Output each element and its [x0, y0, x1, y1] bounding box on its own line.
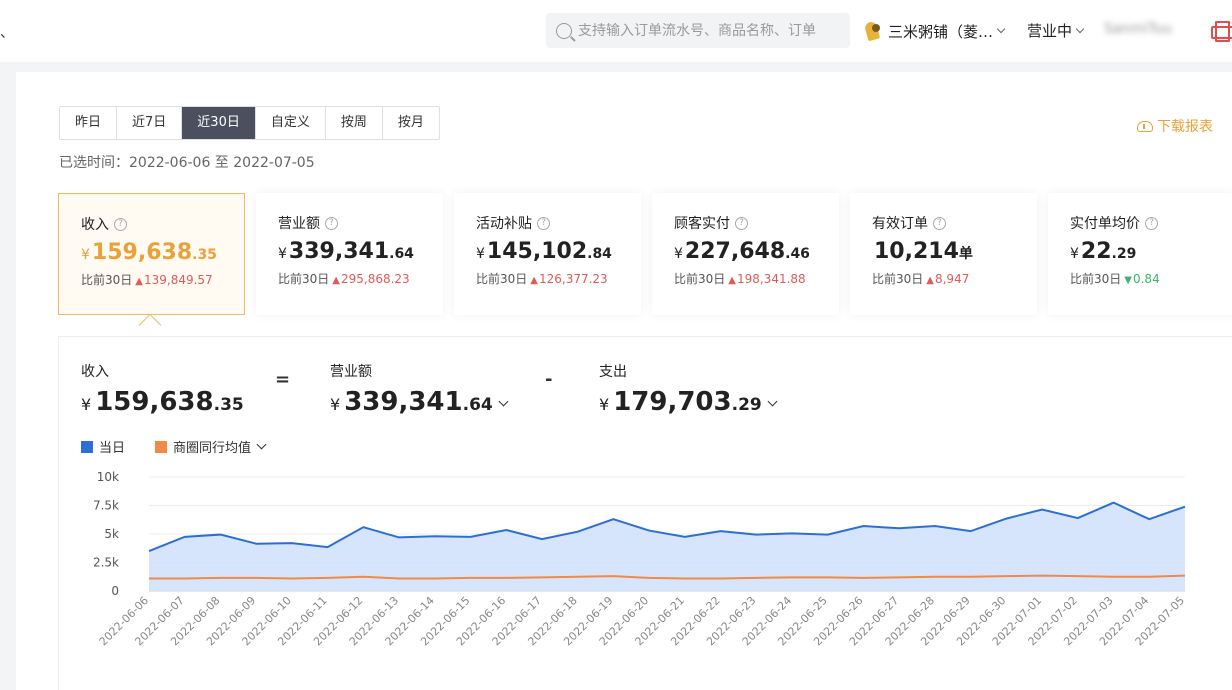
y-tick-label: 2.5k [93, 556, 119, 570]
equals-sign: = [275, 369, 291, 390]
metric-card-income[interactable]: 收入? ¥159,638.35 比前30日 ▲139,849.57 [58, 193, 245, 315]
y-tick-label: 7.5k [93, 499, 119, 513]
formula-turnover[interactable]: 营业额 ¥339,341.64 [330, 361, 509, 417]
chevron-down-icon [498, 396, 509, 407]
y-tick-label: 0 [111, 584, 119, 598]
y-tick-label: 5k [104, 527, 119, 541]
metric-value: ¥339,341.64 [278, 239, 414, 264]
help-icon[interactable]: ? [537, 216, 550, 230]
metric-value: ¥22.29 [1070, 239, 1137, 264]
search-input[interactable] [578, 22, 838, 39]
order-search[interactable] [546, 13, 850, 48]
arrow-up-icon: ▲ [530, 275, 538, 286]
arrow-up-icon: ▲ [926, 275, 934, 286]
series-line-peer-avg [149, 574, 1186, 580]
revenue-trend-chart: 02.5k5k7.5k10k2022-06-062022-06-072022-0… [93, 470, 1187, 648]
metric-title: 有效订单 [872, 216, 928, 232]
tab-last-30-days[interactable]: 近30日 [182, 107, 256, 139]
metric-value: ¥145,102.84 [476, 239, 612, 264]
metric-title: 实付单均价 [1070, 216, 1140, 232]
help-icon[interactable]: ? [325, 216, 338, 230]
metric-card-customer-paid[interactable]: 顾客实付? ¥227,648.46 比前30日 ▲198,341.88 [652, 193, 839, 315]
metric-compare: 比前30日 ▲126,377.23 [476, 272, 608, 286]
search-icon [556, 22, 572, 39]
metric-title: 收入 [81, 217, 109, 233]
active-card-pointer [138, 313, 162, 337]
header-mark: 、 [0, 25, 14, 41]
chevron-down-icon [996, 24, 1006, 34]
series-area-daily [149, 502, 1185, 591]
tab-last-7-days[interactable]: 近7日 [117, 107, 183, 139]
date-range-tabs: 昨日 近7日 近30日 自定义 按周 按月 [59, 106, 440, 140]
metric-cards: 收入? ¥159,638.35 比前30日 ▲139,849.57 营业额? ¥3… [58, 193, 1232, 316]
store-logo-icon [862, 20, 884, 42]
legend-swatch [81, 440, 93, 453]
chevron-down-icon [1075, 24, 1085, 33]
download-report-button[interactable]: 下载报表 [1137, 116, 1213, 136]
metric-value: ¥159,638.35 [81, 240, 217, 265]
formula-income: 收入 ¥159,638.35 [81, 364, 244, 417]
series-line-daily [148, 501, 1186, 553]
y-tick-label: 10k [97, 470, 119, 484]
user-name[interactable]: SanmiTuu [1104, 21, 1173, 37]
metric-compare: 比前30日 ▲8,947 [872, 272, 970, 286]
metric-compare: 比前30日 ▲139,849.57 [81, 273, 213, 287]
metric-title: 活动补贴 [476, 216, 532, 232]
chart-legend: 当日 商圈同行均值 [81, 437, 295, 456]
printer-icon[interactable] [1211, 21, 1232, 42]
arrow-up-icon: ▲ [135, 276, 143, 287]
selected-range-text: 已选时间：2022-06-06 至 2022-07-05 [59, 155, 315, 171]
metric-title: 顾客实付 [674, 216, 730, 232]
chevron-down-icon [767, 396, 778, 407]
metric-compare: 比前30日 ▲198,341.88 [674, 272, 806, 286]
arrow-down-icon: ▼ [1124, 275, 1132, 286]
cloud-download-icon [1137, 120, 1153, 132]
business-status-label: 营业中 [1027, 22, 1073, 40]
help-icon[interactable]: ? [114, 217, 127, 231]
arrow-up-icon: ▲ [332, 275, 340, 286]
tab-custom[interactable]: 自定义 [255, 107, 326, 139]
legend-item-daily[interactable]: 当日 [81, 437, 125, 456]
store-switcher[interactable]: 三米粥铺（菱… [862, 18, 1006, 44]
tab-by-month[interactable]: 按月 [382, 107, 439, 139]
chevron-down-icon [256, 439, 267, 450]
metric-card-subsidy[interactable]: 活动补贴? ¥145,102.84 比前30日 ▲126,377.23 [454, 193, 641, 315]
metric-compare: 比前30日 ▼0.84 [1070, 272, 1160, 286]
legend-swatch [155, 440, 168, 453]
metric-value: ¥227,648.46 [674, 239, 810, 264]
download-report-label: 下载报表 [1157, 119, 1213, 135]
metric-compare: 比前30日 ▲295,868.23 [278, 272, 410, 286]
help-icon[interactable]: ? [933, 216, 946, 230]
help-icon[interactable]: ? [735, 216, 748, 230]
stats-panel: 昨日 近7日 近30日 自定义 按周 按月 已选时间：2022-06-06 至 … [16, 72, 1232, 690]
store-name: 三米粥铺（菱… [888, 22, 994, 41]
business-status-dropdown[interactable]: 营业中 [1027, 20, 1085, 41]
metric-title: 营业额 [278, 216, 320, 232]
top-header: 、 三米粥铺（菱… 营业中 SanmiTuu [0, 0, 1232, 62]
formula-expense[interactable]: 支出 ¥179,703.29 [599, 361, 778, 417]
metric-card-valid-orders[interactable]: 有效订单? 10,214单 比前30日 ▲8,947 [850, 193, 1037, 315]
tab-yesterday[interactable]: 昨日 [60, 107, 118, 139]
help-icon[interactable]: ? [1145, 216, 1158, 230]
minus-sign: - [545, 369, 553, 390]
metric-card-avg-price[interactable]: 实付单均价? ¥22.29 比前30日 ▼0.84 [1048, 193, 1232, 315]
legend-item-peer-avg[interactable]: 商圈同行均值 [155, 437, 267, 456]
metric-card-turnover[interactable]: 营业额? ¥339,341.64 比前30日 ▲295,868.23 [256, 193, 443, 315]
arrow-up-icon: ▲ [728, 275, 736, 286]
income-breakdown: 收入 ¥159,638.35 = 营业额 ¥339,341.64 - 支出 ¥1… [58, 336, 1232, 690]
tab-by-week[interactable]: 按周 [325, 107, 383, 139]
metric-value: 10,214单 [874, 239, 973, 264]
